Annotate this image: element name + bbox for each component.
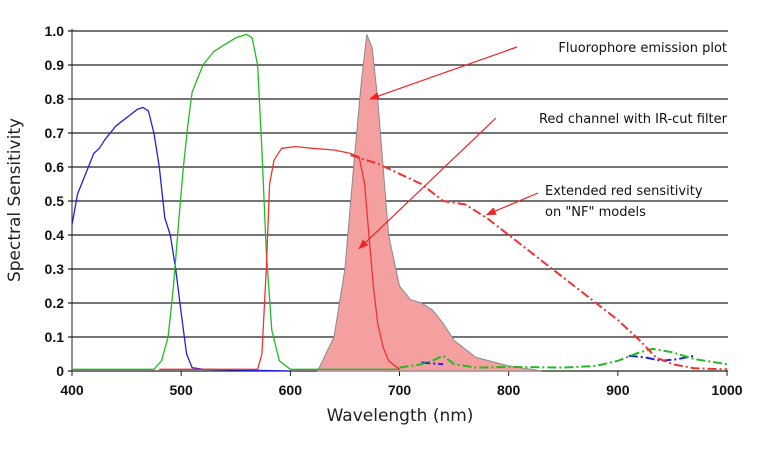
- y-axis-label: Spectral Sensitivity: [5, 118, 25, 282]
- y-tick-label: 0.4: [45, 227, 65, 243]
- annotation-arrow: [485, 192, 539, 216]
- annotation-extended-red: Extended red sensitivity: [545, 184, 703, 199]
- annotation-red-channel: Red channel with IR-cut filter: [539, 112, 728, 127]
- y-tick-label: 0.1: [45, 329, 65, 345]
- x-tick-label: 400: [60, 382, 84, 398]
- annotation-arrow: [358, 117, 497, 250]
- annotation-fluorophore: Fluorophore emission plot: [558, 41, 727, 56]
- x-tick-label: 700: [388, 382, 412, 398]
- y-tick-label: 0.5: [45, 193, 65, 209]
- y-tick-label: 0.8: [45, 91, 65, 107]
- series-line-1: [71, 106, 291, 372]
- x-tick-label: 800: [497, 382, 521, 398]
- annotation-extended-red-line2: on "NF" models: [545, 205, 646, 220]
- series-line-3: [628, 354, 695, 362]
- y-tick-label: 0.3: [45, 261, 65, 277]
- y-tick-label: 0.2: [45, 295, 65, 311]
- y-tick-label: 1.0: [45, 23, 65, 39]
- x-tick-label: 1000: [711, 382, 742, 398]
- series-line-7: [350, 154, 728, 371]
- y-tick-label: 0.7: [45, 125, 65, 141]
- x-tick-label: 500: [169, 382, 193, 398]
- annotation-arrow: [369, 46, 518, 100]
- y-tick-label: 0.6: [45, 159, 65, 175]
- annotations: Fluorophore emission plot Red channel wi…: [358, 41, 728, 250]
- series-line-6: [159, 145, 400, 370]
- x-axis-label: Wavelength (nm): [327, 406, 474, 426]
- fluorophore-emission-area: [316, 34, 542, 372]
- y-tick-label: 0: [56, 363, 64, 379]
- x-tick-label: 600: [279, 382, 303, 398]
- y-tick-label: 0.9: [45, 57, 65, 73]
- series-line-4: [72, 33, 400, 370]
- x-tick-labels: 400 500 600 700 800 900 1000: [60, 382, 742, 398]
- series-group: [71, 33, 728, 372]
- series-line-5: [399, 347, 728, 369]
- x-tick-label: 900: [606, 382, 630, 398]
- y-tick-labels: 0 0.1 0.2 0.3 0.4 0.5 0.6 0.7 0.8 0.9 1.0: [45, 23, 65, 379]
